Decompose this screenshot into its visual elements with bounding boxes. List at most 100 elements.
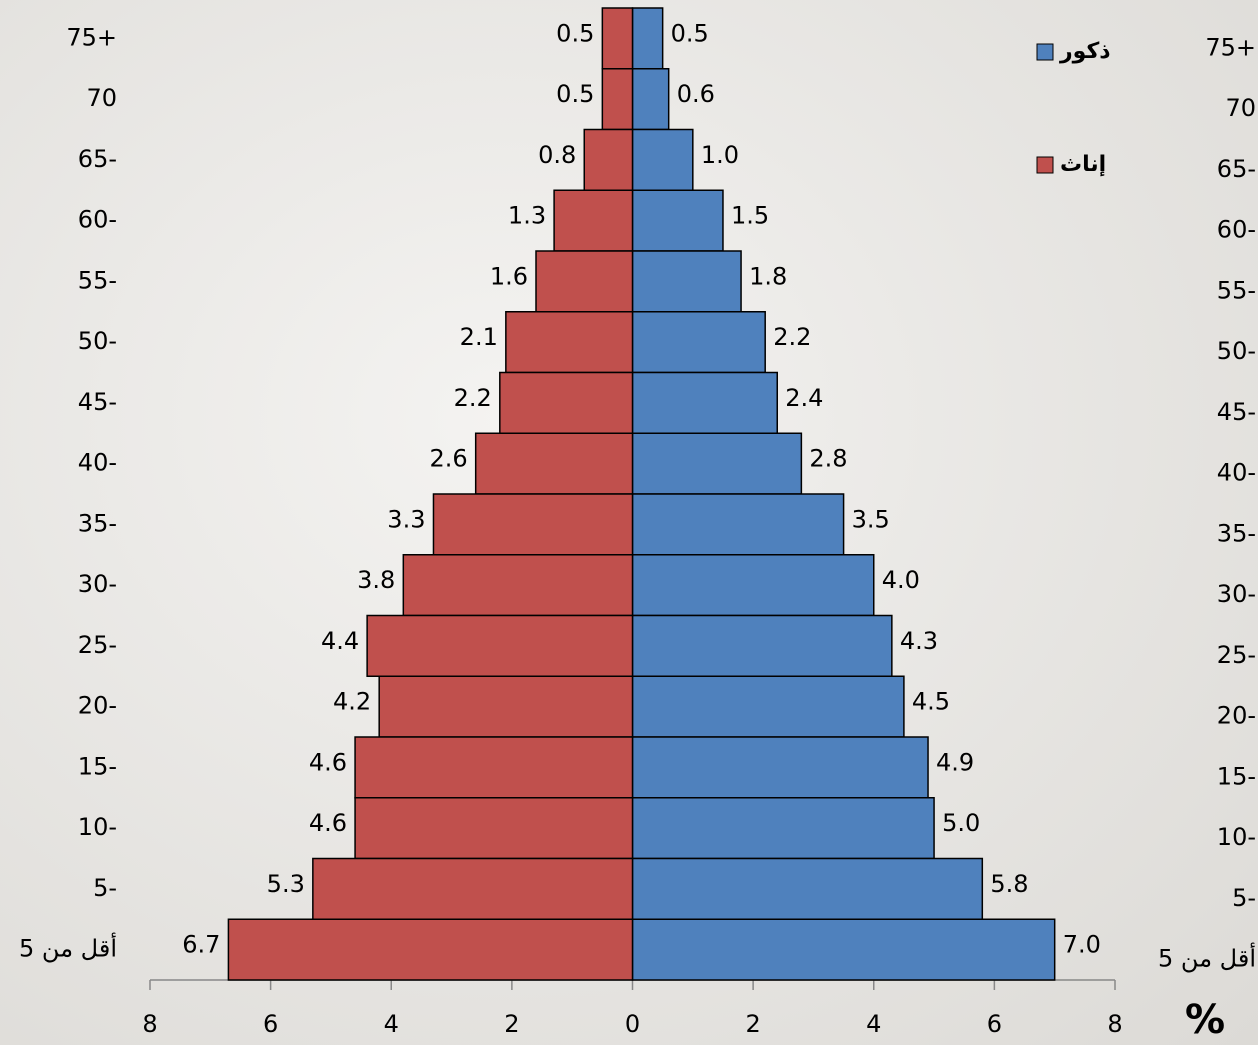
y-tick-label-right: 5- — [1232, 884, 1256, 912]
legend-label: ذكور — [1059, 39, 1111, 64]
data-label: 4.3 — [900, 627, 938, 655]
data-label: 2.6 — [430, 445, 468, 473]
data-label: 4.6 — [309, 748, 347, 776]
bar — [366, 614, 634, 677]
bar — [631, 189, 724, 252]
bar — [227, 918, 634, 981]
bar — [631, 493, 845, 556]
bar — [631, 675, 905, 738]
y-tick-label-right: 55- — [1217, 276, 1256, 304]
bar — [631, 250, 742, 313]
bar — [631, 857, 984, 920]
data-label: 0.5 — [556, 80, 594, 108]
y-tick-label-right: 25- — [1217, 641, 1256, 669]
x-tick-label: 0 — [625, 1010, 640, 1038]
data-label: 5.0 — [942, 809, 980, 837]
y-tick-label-right: 15- — [1217, 762, 1256, 790]
y-tick-label: 60- — [78, 206, 117, 234]
y-tick-label: 45- — [78, 388, 117, 416]
legend-label: إناث — [1060, 152, 1106, 177]
bar — [631, 736, 929, 799]
data-label: 2.1 — [460, 323, 498, 351]
bar — [474, 432, 634, 495]
bar — [631, 554, 875, 617]
x-tick-label: 6 — [263, 1010, 278, 1038]
bar — [402, 554, 634, 617]
x-tick-label: 4 — [384, 1010, 399, 1038]
y-tick-label: 75+ — [66, 23, 117, 51]
bar — [378, 675, 634, 738]
x-tick-label: 8 — [142, 1010, 157, 1038]
bar — [505, 311, 634, 374]
data-label: 2.8 — [809, 445, 847, 473]
x-tick-label: 4 — [866, 1010, 881, 1038]
data-label: 5.8 — [990, 870, 1028, 898]
data-label: 7.0 — [1063, 931, 1101, 959]
data-label: 4.2 — [333, 688, 371, 716]
data-label: 6.7 — [182, 931, 220, 959]
data-label: 4.4 — [321, 627, 359, 655]
y-tick-label-right: 20- — [1217, 702, 1256, 730]
bar — [631, 371, 778, 434]
y-tick-label-right: 65- — [1217, 155, 1256, 183]
data-label: 1.8 — [749, 262, 787, 290]
bar — [432, 493, 634, 556]
bar — [499, 371, 634, 434]
y-tick-label: 70 — [86, 84, 117, 112]
y-tick-label: 35- — [78, 509, 117, 537]
bar — [583, 128, 634, 191]
y-tick-label-right: 10- — [1217, 823, 1256, 851]
bar — [631, 614, 893, 677]
data-label: 0.5 — [556, 19, 594, 47]
data-label: 3.3 — [387, 505, 425, 533]
bar — [631, 128, 694, 191]
x-axis-label: % — [1185, 997, 1225, 1043]
data-label: 2.2 — [773, 323, 811, 351]
bar — [601, 7, 634, 70]
data-label: 4.0 — [882, 566, 920, 594]
bar — [631, 68, 670, 131]
y-tick-label-right: 45- — [1217, 398, 1256, 426]
y-tick-label-right: 30- — [1217, 580, 1256, 608]
bar — [631, 7, 664, 70]
data-label: 3.5 — [852, 505, 890, 533]
y-tick-label: 65- — [78, 145, 117, 173]
data-label: 4.5 — [912, 688, 950, 716]
data-label: 2.4 — [785, 384, 823, 412]
y-tick-label-right: 40- — [1217, 459, 1256, 487]
bar — [535, 250, 634, 313]
data-label: 1.0 — [701, 141, 739, 169]
data-label: 2.2 — [454, 384, 492, 412]
legend-swatch — [1036, 43, 1054, 61]
data-label: 4.9 — [936, 748, 974, 776]
data-label: 1.6 — [490, 262, 528, 290]
y-tick-label: 50- — [78, 327, 117, 355]
y-tick-label: 15- — [78, 752, 117, 780]
bar — [631, 311, 766, 374]
y-tick-label-right: 75+ — [1205, 33, 1256, 61]
y-tick-label: 10- — [78, 813, 117, 841]
bar — [354, 736, 634, 799]
x-tick-label: 6 — [987, 1010, 1002, 1038]
y-tick-label-right: 50- — [1217, 337, 1256, 365]
y-tick-label: 40- — [78, 449, 117, 477]
bar — [601, 68, 634, 131]
y-tick-label: 25- — [78, 631, 117, 659]
data-label: 5.3 — [267, 870, 305, 898]
data-label: 0.8 — [538, 141, 576, 169]
bar — [631, 918, 1056, 981]
data-label: 1.5 — [731, 202, 769, 230]
bar — [631, 432, 803, 495]
data-label: 4.6 — [309, 809, 347, 837]
y-tick-label-right: 35- — [1217, 519, 1256, 547]
data-label: 3.8 — [357, 566, 395, 594]
bar — [553, 189, 634, 252]
data-label: 0.6 — [677, 80, 715, 108]
data-label: 0.5 — [671, 19, 709, 47]
x-tick-label: 8 — [1107, 1010, 1122, 1038]
y-tick-label: أقل من 5 — [19, 933, 117, 963]
bar — [631, 797, 935, 860]
y-tick-label: 30- — [78, 570, 117, 598]
legend-swatch — [1036, 156, 1054, 174]
